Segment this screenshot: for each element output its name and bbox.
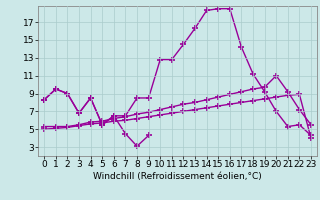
X-axis label: Windchill (Refroidissement éolien,°C): Windchill (Refroidissement éolien,°C) <box>93 172 262 181</box>
